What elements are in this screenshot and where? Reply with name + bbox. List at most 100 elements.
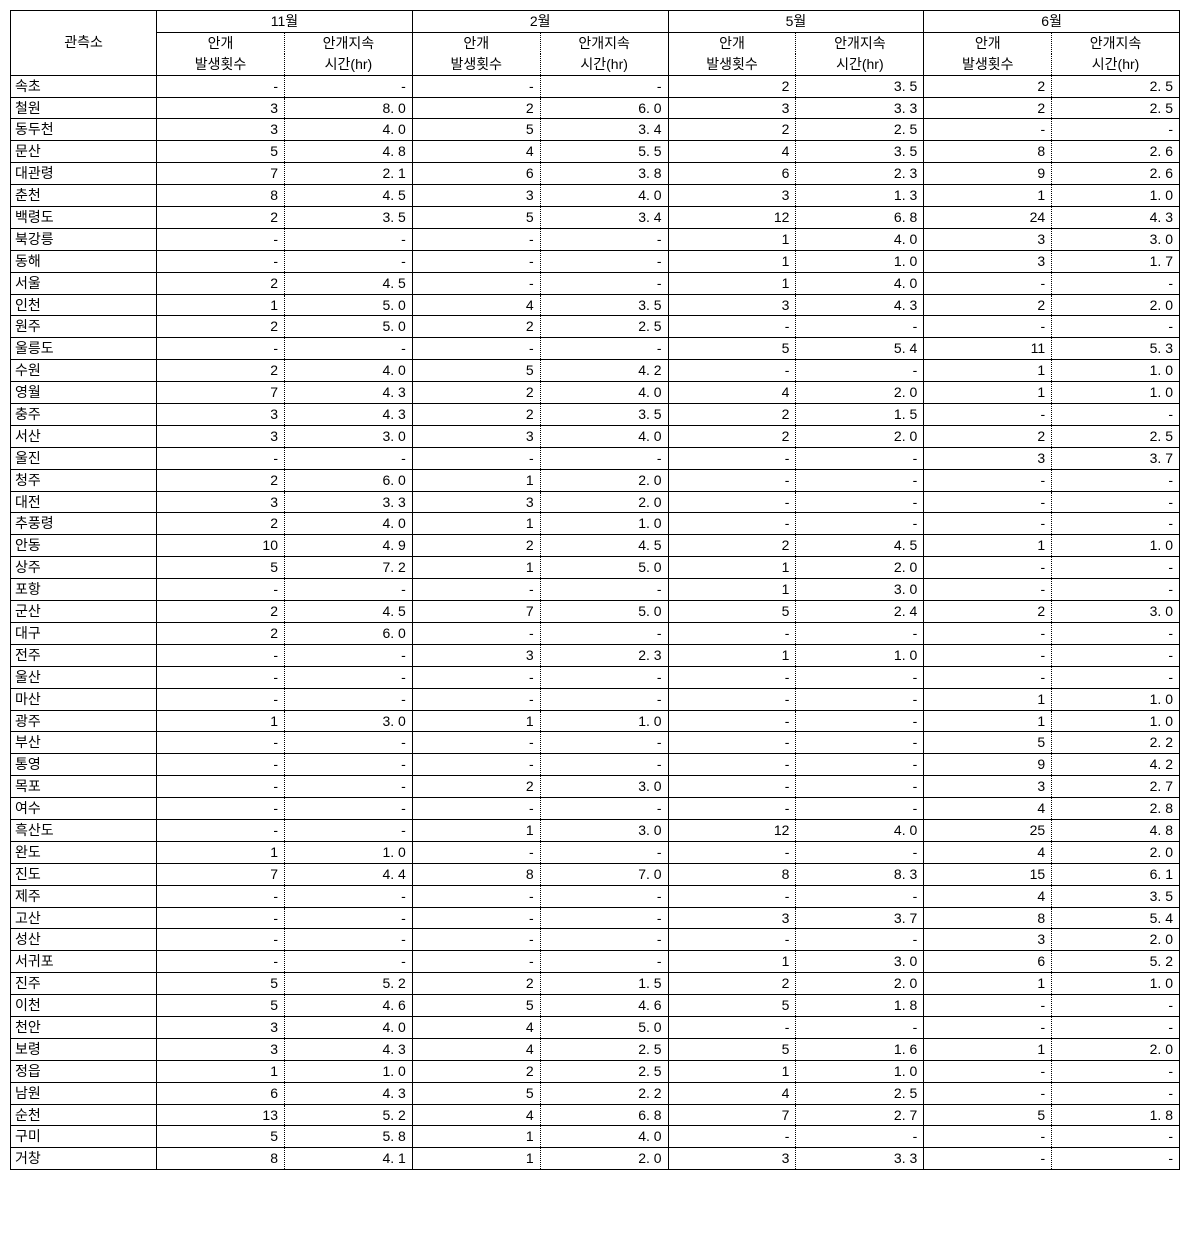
fog-duration-cell: 3. 5 [796, 75, 924, 97]
fog-count-cell: 4 [412, 141, 540, 163]
fog-count-cell: 4 [412, 294, 540, 316]
fog-count-cell: 1 [924, 535, 1052, 557]
fog-count-cell: - [412, 841, 540, 863]
fog-duration-cell: 1. 0 [540, 710, 668, 732]
station-name: 남원 [11, 1082, 157, 1104]
fog-duration-cell: - [1052, 579, 1180, 601]
fog-count-cell: 1 [668, 228, 796, 250]
fog-duration-cell: 3. 0 [796, 579, 924, 601]
fog-count-cell: - [668, 688, 796, 710]
fog-duration-cell: 1. 3 [796, 185, 924, 207]
sub-header-duration: 안개지속 [540, 32, 668, 53]
fog-duration-cell: 5. 3 [1052, 338, 1180, 360]
fog-count-cell: 12 [668, 207, 796, 229]
fog-count-cell: 4 [668, 141, 796, 163]
fog-duration-cell: - [796, 841, 924, 863]
fog-duration-cell: - [284, 579, 412, 601]
station-name: 수원 [11, 360, 157, 382]
fog-duration-cell: - [284, 338, 412, 360]
fog-duration-cell: - [1052, 513, 1180, 535]
fog-count-cell: 3 [924, 228, 1052, 250]
fog-count-cell: 1 [924, 973, 1052, 995]
table-row: 이천54. 654. 651. 8-- [11, 995, 1180, 1017]
fog-count-cell: 3 [412, 425, 540, 447]
station-name: 서울 [11, 272, 157, 294]
month-header-4: 6월 [924, 11, 1180, 33]
station-name: 마산 [11, 688, 157, 710]
table-row: 전주--32. 311. 0-- [11, 644, 1180, 666]
table-row: 남원64. 352. 242. 5-- [11, 1082, 1180, 1104]
fog-count-cell: 1 [924, 185, 1052, 207]
fog-count-cell: 2 [157, 316, 285, 338]
fog-count-cell: - [157, 951, 285, 973]
fog-duration-cell: 2. 8 [1052, 798, 1180, 820]
fog-count-cell: 5 [668, 1038, 796, 1060]
fog-count-cell: - [668, 710, 796, 732]
fog-count-cell: 6 [157, 1082, 285, 1104]
station-name: 추풍령 [11, 513, 157, 535]
fog-count-cell: - [157, 929, 285, 951]
fog-count-cell: 2 [157, 360, 285, 382]
fog-count-cell: - [924, 1060, 1052, 1082]
fog-count-cell: 8 [412, 863, 540, 885]
fog-duration-cell: 1. 0 [284, 1060, 412, 1082]
fog-count-cell: - [157, 250, 285, 272]
fog-count-cell: - [412, 622, 540, 644]
fog-count-cell: - [412, 754, 540, 776]
station-name: 이천 [11, 995, 157, 1017]
fog-count-cell: - [924, 491, 1052, 513]
fog-count-cell: 1 [668, 250, 796, 272]
table-row: 북강릉----14. 033. 0 [11, 228, 1180, 250]
fog-count-cell: 2 [157, 469, 285, 491]
station-name: 제주 [11, 885, 157, 907]
fog-count-cell: 9 [924, 754, 1052, 776]
station-name: 거창 [11, 1148, 157, 1170]
fog-count-cell: - [924, 557, 1052, 579]
fog-duration-cell: 1. 0 [1052, 185, 1180, 207]
fog-count-cell: - [412, 250, 540, 272]
fog-duration-cell: 3. 3 [284, 491, 412, 513]
fog-count-cell: 2 [668, 404, 796, 426]
fog-duration-cell: - [540, 228, 668, 250]
station-name: 목포 [11, 776, 157, 798]
fog-count-cell: 2 [412, 973, 540, 995]
table-row: 인천15. 043. 534. 322. 0 [11, 294, 1180, 316]
fog-duration-cell: 2. 0 [796, 557, 924, 579]
fog-duration-cell: 2. 5 [796, 1082, 924, 1104]
station-name: 고산 [11, 907, 157, 929]
fog-count-cell: - [924, 666, 1052, 688]
fog-count-cell: 5 [924, 1104, 1052, 1126]
fog-duration-cell: 5. 0 [284, 316, 412, 338]
fog-duration-cell: - [540, 688, 668, 710]
fog-data-table: 관측소 11월 2월 5월 6월 안개 안개지속 안개 안개지속 안개 안개지속… [10, 10, 1180, 1170]
fog-count-cell: 6 [412, 163, 540, 185]
fog-duration-cell: - [796, 491, 924, 513]
fog-count-cell: - [412, 907, 540, 929]
fog-duration-cell: - [540, 272, 668, 294]
fog-duration-cell: 4. 2 [1052, 754, 1180, 776]
fog-count-cell: 8 [924, 141, 1052, 163]
table-row: 보령34. 342. 551. 612. 0 [11, 1038, 1180, 1060]
fog-duration-cell: - [1052, 1148, 1180, 1170]
fog-duration-cell: - [540, 754, 668, 776]
fog-duration-cell: - [540, 885, 668, 907]
station-name: 안동 [11, 535, 157, 557]
fog-count-cell: 2 [412, 1060, 540, 1082]
fog-duration-cell: - [796, 1016, 924, 1038]
fog-count-cell: - [157, 228, 285, 250]
fog-count-cell: - [668, 798, 796, 820]
fog-duration-cell: 5. 0 [540, 557, 668, 579]
fog-count-cell: 7 [668, 1104, 796, 1126]
fog-count-cell: - [157, 338, 285, 360]
fog-duration-cell: 2. 5 [1052, 425, 1180, 447]
fog-duration-cell: - [284, 776, 412, 798]
fog-duration-cell: 1. 0 [1052, 382, 1180, 404]
station-name: 진주 [11, 973, 157, 995]
fog-count-cell: 1 [412, 513, 540, 535]
fog-count-cell: - [157, 75, 285, 97]
fog-count-cell: - [157, 885, 285, 907]
fog-duration-cell: - [1052, 1060, 1180, 1082]
fog-count-cell: 3 [412, 491, 540, 513]
table-row: 문산54. 845. 543. 582. 6 [11, 141, 1180, 163]
fog-duration-cell: - [284, 929, 412, 951]
